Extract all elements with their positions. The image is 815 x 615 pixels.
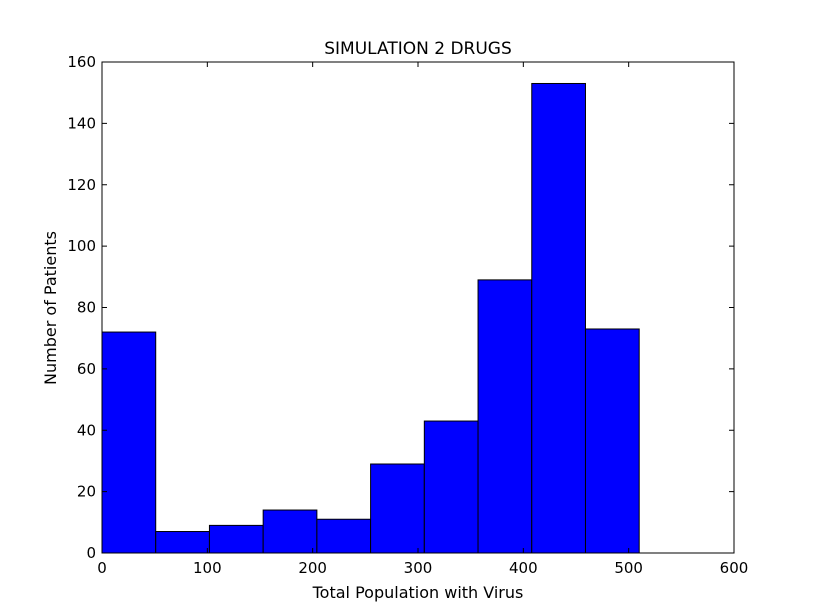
histogram-bar-7 bbox=[477, 279, 533, 554]
y-tick-label: 20 bbox=[77, 483, 96, 501]
histogram-bar-9 bbox=[584, 328, 640, 554]
y-tick-label: 140 bbox=[67, 114, 96, 132]
histogram-bar-2 bbox=[208, 524, 264, 554]
histogram-bar-6 bbox=[423, 420, 479, 554]
x-tick-label: 100 bbox=[193, 559, 222, 577]
y-tick-label: 120 bbox=[67, 176, 96, 194]
histogram-bar-3 bbox=[262, 509, 318, 554]
x-tick-label: 500 bbox=[614, 559, 643, 577]
y-tick-label: 40 bbox=[77, 421, 96, 439]
x-tick-label: 600 bbox=[720, 559, 749, 577]
y-tick-label: 60 bbox=[77, 360, 96, 378]
y-tick-label: 160 bbox=[67, 53, 96, 71]
x-axis-label: Total Population with Virus bbox=[312, 583, 524, 602]
histogram-bar-4 bbox=[316, 518, 372, 554]
y-tick-label: 80 bbox=[77, 299, 96, 317]
y-axis-label: Number of Patients bbox=[41, 231, 60, 385]
histogram-bar-5 bbox=[370, 463, 425, 554]
histogram-bar-0 bbox=[101, 331, 157, 554]
x-tick-label: 200 bbox=[298, 559, 327, 577]
x-tick-label: 0 bbox=[97, 559, 107, 577]
x-tick-label: 300 bbox=[404, 559, 433, 577]
chart-title: SIMULATION 2 DRUGS bbox=[324, 39, 512, 59]
histogram-bar-1 bbox=[155, 531, 210, 554]
ticks-group: 0 100 200 300 400 500 600 0 20 40 60 80 100 120 140 160 bbox=[67, 53, 748, 577]
histogram-bar-8 bbox=[531, 82, 586, 554]
bars-group bbox=[101, 82, 640, 554]
y-tick-label: 100 bbox=[67, 237, 96, 255]
y-tick-label: 0 bbox=[86, 544, 96, 562]
x-tick-label: 400 bbox=[509, 559, 538, 577]
plot-frame bbox=[101, 61, 735, 554]
